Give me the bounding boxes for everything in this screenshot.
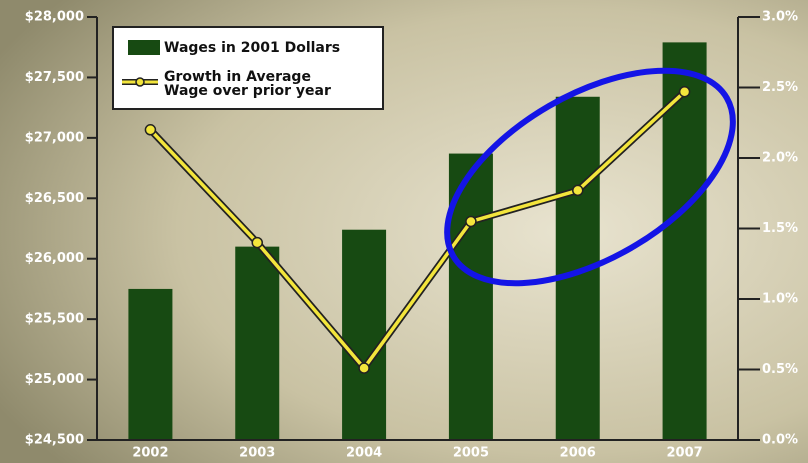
x-tick-label: 2002: [132, 446, 168, 461]
bar: [235, 247, 279, 440]
x-tick-label: 2005: [453, 446, 489, 461]
y2-tick-label: 2.5%: [762, 80, 798, 95]
x-tick-label: 2006: [560, 446, 596, 461]
chart: $24,500 $25,000 $25,500 $26,000 $26,500 $27,0…: [0, 0, 808, 463]
line-point: [359, 363, 369, 373]
legend: Wages in 2001 Dollars Growth in Average …: [112, 26, 384, 110]
x-tick-label: 2003: [239, 446, 275, 461]
y2-tick-label: 1.5%: [762, 221, 798, 236]
legend-label: Growth in Average Wage over prior year: [164, 70, 344, 98]
legend-swatch-line: [118, 72, 164, 92]
x-tick-label: 2004: [346, 446, 382, 461]
y2-tick-label: 0.0%: [762, 433, 798, 448]
y-tick-label: $28,000: [25, 10, 84, 25]
y-tick-label: $26,000: [25, 251, 84, 266]
y-tick-label: $25,000: [25, 372, 84, 387]
bar: [342, 230, 386, 440]
line-point: [145, 125, 155, 135]
bar: [128, 289, 172, 440]
y2-tick-label: 1.0%: [762, 292, 798, 307]
y2-tick-label: 3.0%: [762, 10, 798, 25]
line-point: [573, 185, 583, 195]
x-tick-label: 2007: [666, 446, 702, 461]
y-tick-label: $25,500: [25, 312, 84, 327]
y2-tick-label: 2.0%: [762, 151, 798, 166]
line-point: [252, 238, 262, 248]
y-tick-label: $27,500: [25, 70, 84, 85]
legend-label: Wages in 2001 Dollars: [164, 41, 374, 55]
y-tick-label: $24,500: [25, 433, 84, 448]
y-tick-label: $27,000: [25, 130, 84, 145]
line-point: [680, 87, 690, 97]
y-tick-label: $26,500: [25, 191, 84, 206]
legend-swatch-bar: [128, 40, 160, 55]
y2-tick-label: 0.5%: [762, 362, 798, 377]
line-point: [466, 216, 476, 226]
